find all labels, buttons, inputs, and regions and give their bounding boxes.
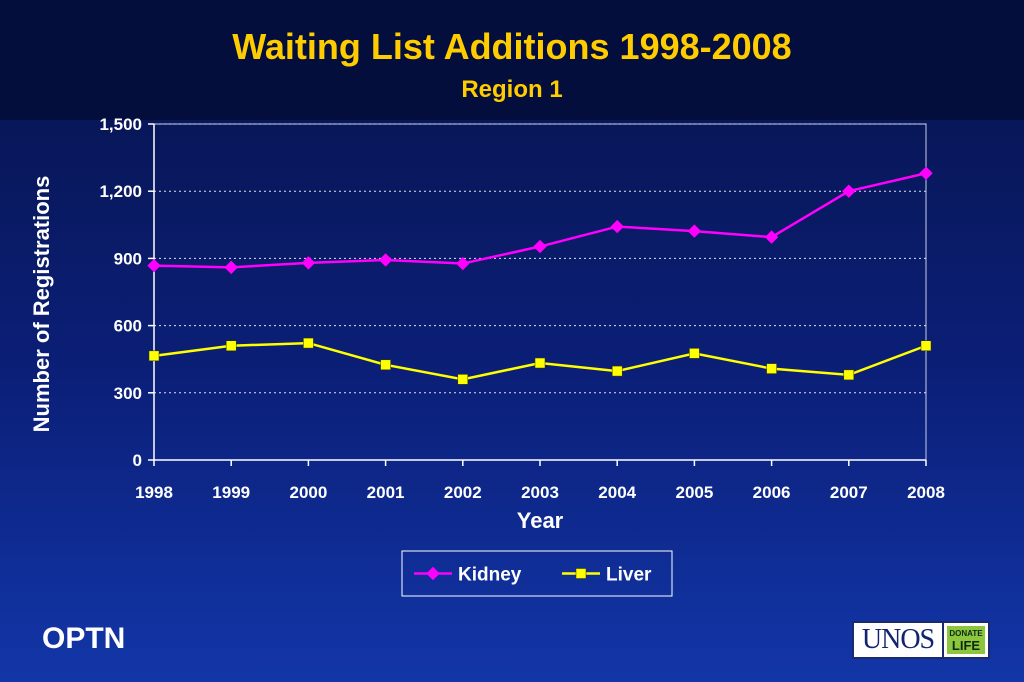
x-tick-label: 2001 <box>367 483 405 502</box>
point-kidney <box>147 258 161 273</box>
y-axis-title: Number of Registrations <box>29 176 54 433</box>
unos-logo-text: UNOS <box>854 623 944 657</box>
title-band <box>0 0 1024 120</box>
plot-area <box>153 123 927 461</box>
point-kidney <box>533 239 547 254</box>
point-liver <box>843 369 855 381</box>
point-liver <box>920 340 932 352</box>
y-tick-label: 0 <box>133 451 142 470</box>
point-liver <box>766 363 777 374</box>
point-liver <box>380 359 391 371</box>
point-kidney <box>224 260 238 275</box>
x-tick-label: 2006 <box>753 483 791 502</box>
point-kidney <box>378 253 393 267</box>
x-tick-label: 2004 <box>598 483 636 502</box>
point-kidney <box>301 256 316 270</box>
point-liver <box>148 350 160 362</box>
point-liver <box>689 348 700 359</box>
point-kidney <box>456 256 470 271</box>
point-liver <box>457 374 469 385</box>
y-tick-label: 600 <box>114 317 142 336</box>
donate-life-badge: DONATE LIFE <box>947 626 985 654</box>
series-line-kidney <box>153 172 927 269</box>
x-tick-label: 2003 <box>521 483 559 502</box>
point-kidney <box>842 184 856 198</box>
x-tick-label: 2008 <box>907 483 945 502</box>
x-tick-label: 2000 <box>289 483 327 502</box>
x-tick-label: 2005 <box>675 483 713 502</box>
x-tick-label: 2007 <box>830 483 868 502</box>
point-liver <box>611 365 623 377</box>
chart-title: Waiting List Additions 1998-2008 <box>232 26 792 67</box>
point-liver <box>303 337 314 349</box>
unos-logo: UNOS DONATE LIFE <box>852 621 990 659</box>
point-liver <box>534 357 546 369</box>
y-tick-label: 1,200 <box>99 182 142 201</box>
y-tick-label: 900 <box>114 249 142 268</box>
point-kidney <box>764 230 779 244</box>
x-tick-label: 1998 <box>135 483 173 502</box>
point-kidney <box>610 219 624 234</box>
legend-marker-liver <box>575 568 587 579</box>
donate-life-badge-top: DONATE <box>949 628 983 638</box>
legend-label-kidney: Kidney <box>458 565 522 586</box>
legend-marker-kidney <box>426 566 440 581</box>
point-kidney <box>687 224 702 238</box>
x-tick-label: 1999 <box>212 483 250 502</box>
legend-label-liver: Liver <box>606 565 652 586</box>
point-liver <box>225 340 237 352</box>
chart-subtitle: Region 1 <box>461 76 563 103</box>
legend-box <box>401 550 673 597</box>
y-tick-label: 1,500 <box>99 115 142 134</box>
x-axis-title: Year <box>517 508 564 533</box>
donate-life-badge-bottom: LIFE <box>951 637 981 653</box>
optn-label: OPTN <box>42 622 126 655</box>
y-tick-label: 300 <box>114 384 142 403</box>
x-tick-label: 2002 <box>444 483 482 502</box>
point-kidney <box>919 166 933 180</box>
